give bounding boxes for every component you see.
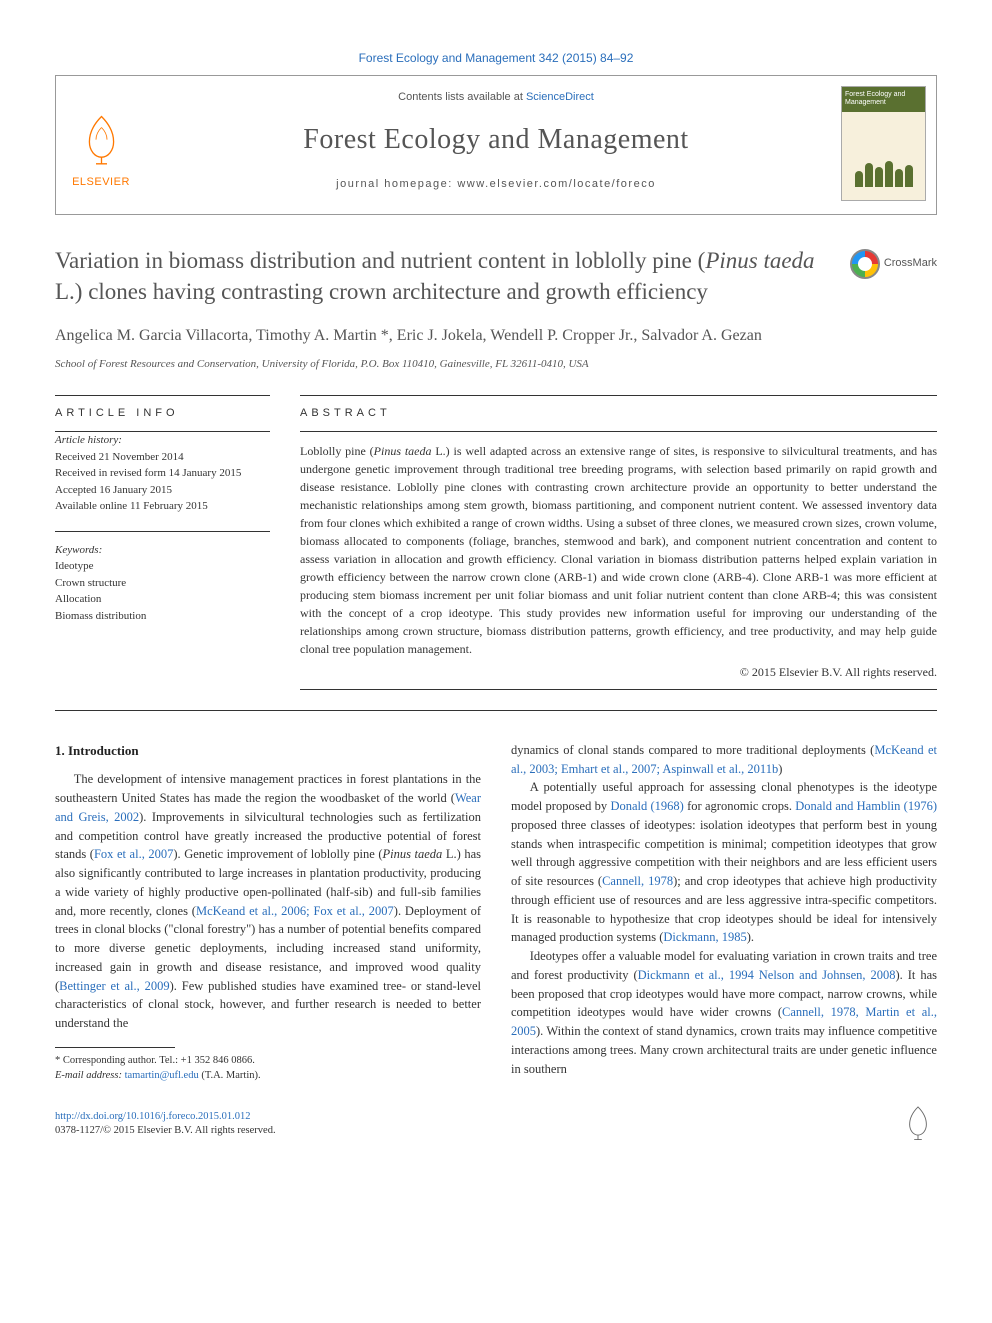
keyword: Biomass distribution	[55, 608, 270, 625]
citation-line: Forest Ecology and Management 342 (2015)…	[55, 50, 937, 67]
abstract-post: L.) is well adapted across an extensive …	[300, 444, 937, 656]
keyword: Ideotype	[55, 558, 270, 575]
copyright-line: © 2015 Elsevier B.V. All rights reserved…	[300, 664, 937, 681]
citation-link[interactable]: Donald (1968)	[610, 799, 683, 813]
citation-link[interactable]: Dickmann et al., 1994 Nelson and Johnsen…	[638, 968, 896, 982]
intro-paragraph-3: Ideotypes offer a valuable model for eva…	[511, 947, 937, 1078]
introduction-heading: 1. Introduction	[55, 741, 481, 761]
received-date: Received 21 November 2014	[55, 449, 270, 466]
page: Forest Ecology and Management 342 (2015)…	[0, 0, 992, 1195]
online-date: Available online 11 February 2015	[55, 498, 270, 515]
intro-paragraph-1-cont: dynamics of clonal stands compared to mo…	[511, 741, 937, 779]
text-span: for agronomic crops.	[684, 799, 795, 813]
citation-link[interactable]: Fox et al., 2007	[94, 847, 173, 861]
contents-line: Contents lists available at ScienceDirec…	[56, 90, 936, 105]
citation-link[interactable]: Cannell, 1978	[602, 874, 673, 888]
keyword: Crown structure	[55, 575, 270, 592]
abstract-italic: Pinus taeda	[374, 444, 432, 458]
sciencedirect-link[interactable]: ScienceDirect	[526, 91, 594, 103]
affiliation: School of Forest Resources and Conservat…	[55, 357, 937, 372]
text-span: ).	[747, 930, 754, 944]
cover-trees-icon	[842, 157, 925, 187]
elsevier-logo: ELSEVIER	[66, 111, 136, 191]
abstract-column: ABSTRACT Loblolly pine (Pinus taeda L.) …	[300, 395, 937, 690]
intro-paragraph-2: A potentially useful approach for assess…	[511, 778, 937, 947]
elsevier-label: ELSEVIER	[66, 175, 136, 190]
issn-line: 0378-1127/© 2015 Elsevier B.V. All right…	[55, 1124, 276, 1139]
citation-link[interactable]: Donald and Hamblin (1976)	[795, 799, 937, 813]
crossmark-icon	[850, 249, 880, 279]
doi-link[interactable]: http://dx.doi.org/10.1016/j.foreco.2015.…	[55, 1111, 251, 1122]
email-who: (T.A. Martin).	[199, 1070, 261, 1081]
journal-header-box: ELSEVIER Contents lists available at Sci…	[55, 75, 937, 215]
citation-link[interactable]: Dickmann, 1985	[663, 930, 746, 944]
title-italic: Pinus taeda	[705, 248, 814, 273]
text-span: ). Genetic improvement of loblolly pine …	[173, 847, 382, 861]
crossmark-badge[interactable]: CrossMark	[850, 249, 937, 279]
title-post: L.) clones having contrasting crown arch…	[55, 279, 708, 304]
homepage-line: journal homepage: www.elsevier.com/locat…	[56, 177, 936, 192]
citation-link[interactable]: Bettinger et al., 2009	[59, 979, 169, 993]
history-label: Article history:	[55, 432, 270, 449]
revised-date: Received in revised form 14 January 2015	[55, 465, 270, 482]
contents-prefix: Contents lists available at	[398, 91, 526, 103]
cover-title: Forest Ecology and Management	[842, 87, 925, 112]
abstract-text: Loblolly pine (Pinus taeda L.) is well a…	[300, 442, 937, 658]
keyword: Allocation	[55, 591, 270, 608]
journal-cover-thumbnail: Forest Ecology and Management	[841, 86, 926, 201]
species-italic: Pinus taeda	[383, 847, 443, 861]
authors-line: Angelica M. Garcia Villacorta, Timothy A…	[55, 325, 937, 347]
footer-bar: http://dx.doi.org/10.1016/j.foreco.2015.…	[55, 1103, 937, 1145]
text-span: dynamics of clonal stands compared to mo…	[511, 743, 874, 757]
email-footnote: E-mail address: tamartin@ufl.edu (T.A. M…	[55, 1069, 481, 1084]
email-label: E-mail address:	[55, 1070, 125, 1081]
elsevier-mini-icon	[899, 1103, 937, 1145]
article-info-column: ARTICLE INFO Article history: Received 2…	[55, 395, 270, 690]
keywords-label: Keywords:	[55, 542, 270, 559]
citation-link[interactable]: McKeand et al., 2006; Fox et al., 2007	[196, 904, 394, 918]
article-info-label: ARTICLE INFO	[55, 406, 270, 421]
text-span: The development of intensive management …	[55, 772, 481, 805]
homepage-url[interactable]: www.elsevier.com/locate/foreco	[457, 178, 655, 190]
abstract-label: ABSTRACT	[300, 406, 937, 421]
text-span: ). Within the context of stand dynamics,…	[511, 1024, 937, 1076]
email-link[interactable]: tamartin@ufl.edu	[125, 1070, 199, 1081]
text-span: )	[778, 762, 782, 776]
journal-name: Forest Ecology and Management	[56, 120, 936, 159]
article-title: Variation in biomass distribution and nu…	[55, 245, 830, 307]
accepted-date: Accepted 16 January 2015	[55, 482, 270, 499]
title-pre: Variation in biomass distribution and nu…	[55, 248, 705, 273]
corresponding-author-footnote: * Corresponding author. Tel.: +1 352 846…	[55, 1054, 481, 1069]
body-columns: 1. Introduction The development of inten…	[55, 741, 937, 1083]
intro-paragraph-1: The development of intensive management …	[55, 770, 481, 1033]
homepage-prefix: journal homepage:	[336, 178, 457, 190]
footnote-separator	[55, 1047, 175, 1048]
abstract-pre: Loblolly pine (	[300, 444, 374, 458]
elsevier-tree-icon	[74, 111, 129, 166]
crossmark-label: CrossMark	[884, 256, 937, 271]
